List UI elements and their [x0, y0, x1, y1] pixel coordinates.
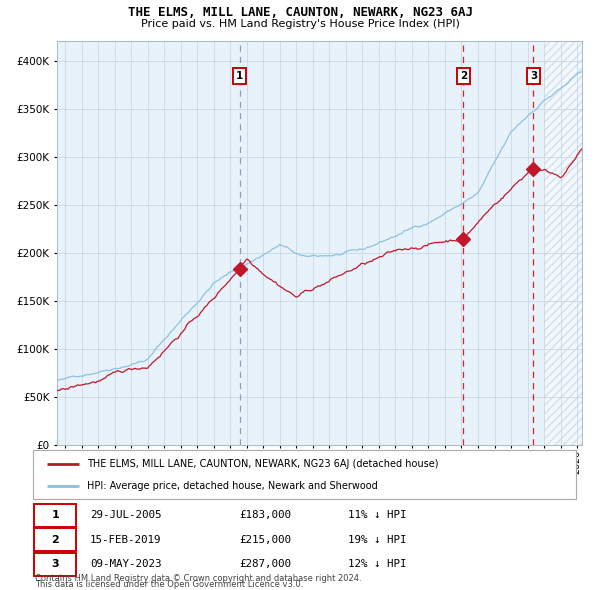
Text: £215,000: £215,000 — [239, 535, 292, 545]
Text: 2: 2 — [460, 71, 467, 81]
Text: £183,000: £183,000 — [239, 510, 292, 520]
Text: 15-FEB-2019: 15-FEB-2019 — [90, 535, 161, 545]
Text: Contains HM Land Registry data © Crown copyright and database right 2024.: Contains HM Land Registry data © Crown c… — [35, 574, 361, 583]
Text: THE ELMS, MILL LANE, CAUNTON, NEWARK, NG23 6AJ (detached house): THE ELMS, MILL LANE, CAUNTON, NEWARK, NG… — [88, 458, 439, 468]
Text: 2: 2 — [52, 535, 59, 545]
FancyBboxPatch shape — [34, 553, 76, 576]
Text: 19% ↓ HPI: 19% ↓ HPI — [348, 535, 406, 545]
Text: 3: 3 — [530, 71, 537, 81]
FancyBboxPatch shape — [34, 529, 76, 551]
Text: 1: 1 — [236, 71, 244, 81]
Text: 12% ↓ HPI: 12% ↓ HPI — [348, 559, 406, 569]
FancyBboxPatch shape — [34, 504, 76, 527]
Text: THE ELMS, MILL LANE, CAUNTON, NEWARK, NG23 6AJ: THE ELMS, MILL LANE, CAUNTON, NEWARK, NG… — [128, 6, 473, 19]
Text: Price paid vs. HM Land Registry's House Price Index (HPI): Price paid vs. HM Land Registry's House … — [140, 19, 460, 29]
Text: 29-JUL-2005: 29-JUL-2005 — [90, 510, 161, 520]
FancyBboxPatch shape — [33, 450, 576, 499]
Text: 1: 1 — [52, 510, 59, 520]
Text: This data is licensed under the Open Government Licence v3.0.: This data is licensed under the Open Gov… — [35, 580, 303, 589]
Text: 09-MAY-2023: 09-MAY-2023 — [90, 559, 161, 569]
Text: HPI: Average price, detached house, Newark and Sherwood: HPI: Average price, detached house, Newa… — [88, 481, 378, 491]
Bar — [544, 41, 582, 445]
Text: 3: 3 — [52, 559, 59, 569]
Text: 11% ↓ HPI: 11% ↓ HPI — [348, 510, 406, 520]
Text: £287,000: £287,000 — [239, 559, 292, 569]
Bar — [544, 41, 582, 445]
